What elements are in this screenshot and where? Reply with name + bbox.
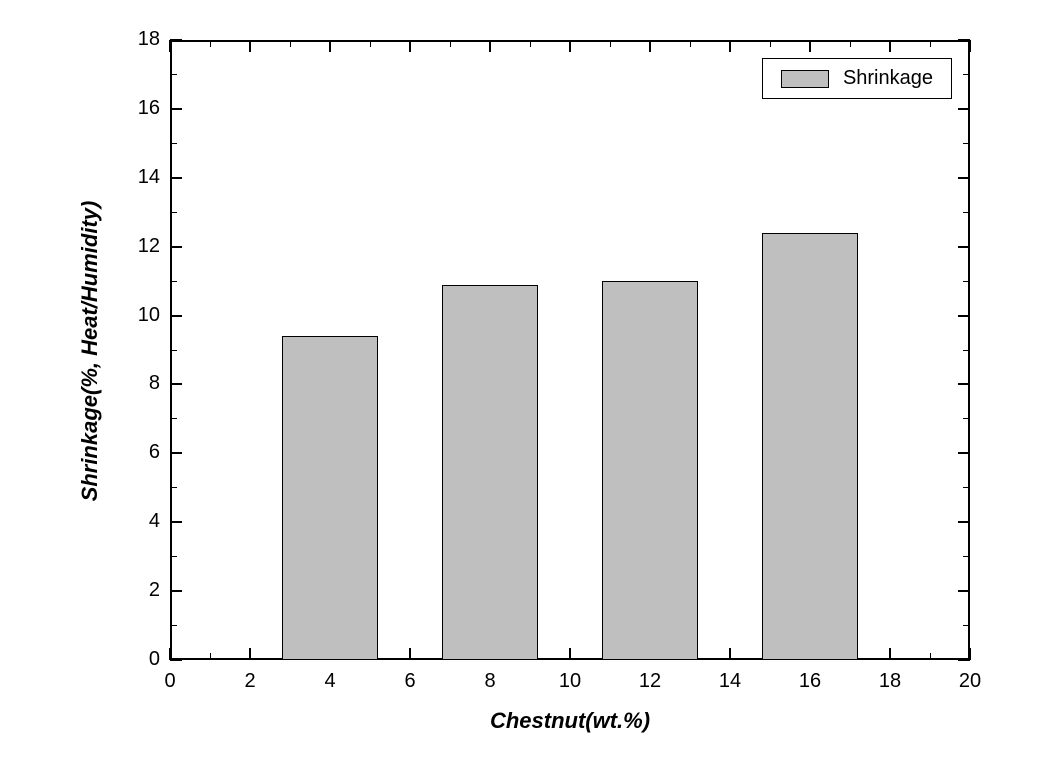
y-tick-label: 14 <box>115 166 160 189</box>
y-minor-tick <box>170 418 177 419</box>
x-tick <box>969 648 971 660</box>
y-tick-label: 2 <box>115 579 160 602</box>
x-tick-top <box>329 40 331 52</box>
x-tick-label: 18 <box>865 670 915 693</box>
x-minor-tick-top <box>610 40 611 47</box>
y-minor-tick-right <box>963 350 970 351</box>
y-tick <box>170 452 182 454</box>
y-tick <box>170 246 182 248</box>
y-tick-label: 10 <box>115 304 160 327</box>
y-tick-label: 8 <box>115 372 160 395</box>
y-minor-tick-right <box>963 418 970 419</box>
x-tick-top <box>889 40 891 52</box>
y-minor-tick-right <box>963 212 970 213</box>
y-minor-tick-right <box>963 74 970 75</box>
y-tick-right <box>958 590 970 592</box>
legend: Shrinkage <box>762 58 952 99</box>
y-tick <box>170 659 182 661</box>
x-tick-top <box>729 40 731 52</box>
x-tick-top <box>409 40 411 52</box>
y-tick <box>170 108 182 110</box>
x-tick-top <box>969 40 971 52</box>
y-minor-tick <box>170 625 177 626</box>
bar <box>442 285 538 660</box>
y-tick <box>170 590 182 592</box>
x-minor-tick-top <box>370 40 371 47</box>
y-tick-right <box>958 452 970 454</box>
x-tick-label: 14 <box>705 670 755 693</box>
x-tick <box>889 648 891 660</box>
bar <box>762 233 858 660</box>
y-tick-right <box>958 383 970 385</box>
y-minor-tick <box>170 143 177 144</box>
x-tick-label: 2 <box>225 670 275 693</box>
y-tick-right <box>958 315 970 317</box>
x-tick-top <box>809 40 811 52</box>
x-tick-label: 6 <box>385 670 435 693</box>
x-tick-top <box>489 40 491 52</box>
y-minor-tick <box>170 556 177 557</box>
x-minor-tick-top <box>690 40 691 47</box>
x-minor-tick-top <box>530 40 531 47</box>
y-tick-label: 4 <box>115 510 160 533</box>
y-minor-tick-right <box>963 487 970 488</box>
x-minor-tick <box>210 653 211 660</box>
x-tick-top <box>569 40 571 52</box>
x-tick-top <box>169 40 171 52</box>
x-minor-tick-top <box>210 40 211 47</box>
x-tick <box>169 648 171 660</box>
bar <box>602 281 698 660</box>
x-minor-tick-top <box>850 40 851 47</box>
x-minor-tick-top <box>770 40 771 47</box>
x-tick-label: 0 <box>145 670 195 693</box>
x-tick-label: 8 <box>465 670 515 693</box>
x-tick <box>409 648 411 660</box>
y-tick <box>170 383 182 385</box>
y-minor-tick <box>170 350 177 351</box>
x-axis-label: Chestnut(wt.%) <box>470 708 670 734</box>
y-tick <box>170 39 182 41</box>
x-tick-top <box>649 40 651 52</box>
y-tick-label: 0 <box>115 648 160 671</box>
y-axis-label: Shrinkage(%, Heat/Humidity) <box>77 151 103 551</box>
y-tick-label: 6 <box>115 441 160 464</box>
x-tick <box>569 648 571 660</box>
legend-label: Shrinkage <box>843 67 933 90</box>
y-tick-label: 12 <box>115 235 160 258</box>
x-tick-label: 12 <box>625 670 675 693</box>
bar <box>282 336 378 660</box>
y-minor-tick <box>170 281 177 282</box>
legend-swatch <box>781 70 829 88</box>
x-tick <box>729 648 731 660</box>
y-minor-tick-right <box>963 143 970 144</box>
x-tick <box>249 648 251 660</box>
y-minor-tick <box>170 74 177 75</box>
x-minor-tick-top <box>930 40 931 47</box>
x-minor-tick-top <box>450 40 451 47</box>
y-tick <box>170 521 182 523</box>
y-minor-tick-right <box>963 556 970 557</box>
y-tick <box>170 177 182 179</box>
y-tick <box>170 315 182 317</box>
x-minor-tick <box>930 653 931 660</box>
y-minor-tick <box>170 212 177 213</box>
y-minor-tick-right <box>963 625 970 626</box>
y-tick-label: 16 <box>115 97 160 120</box>
x-tick-label: 20 <box>945 670 995 693</box>
y-minor-tick <box>170 487 177 488</box>
y-tick-right <box>958 177 970 179</box>
x-tick-label: 16 <box>785 670 835 693</box>
x-tick-label: 4 <box>305 670 355 693</box>
y-tick-right <box>958 108 970 110</box>
y-tick-right <box>958 246 970 248</box>
y-minor-tick-right <box>963 281 970 282</box>
x-tick-top <box>249 40 251 52</box>
y-tick-label: 18 <box>115 28 160 51</box>
chart-container: Shrinkage(%, Heat/Humidity) Chestnut(wt.… <box>0 0 1042 778</box>
x-minor-tick-top <box>290 40 291 47</box>
y-tick-right <box>958 521 970 523</box>
x-tick-label: 10 <box>545 670 595 693</box>
